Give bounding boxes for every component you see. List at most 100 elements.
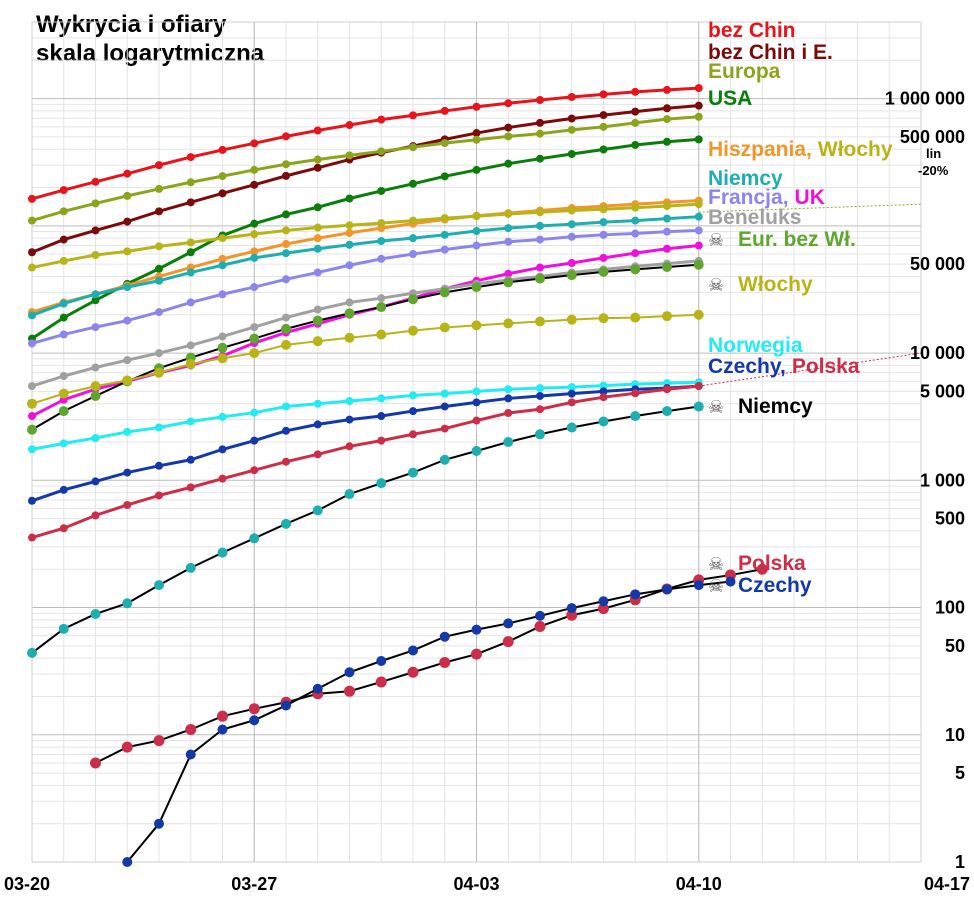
data-point [313, 305, 322, 314]
data-point [377, 254, 386, 263]
data-point [249, 715, 260, 726]
data-point [28, 533, 36, 542]
data-point [250, 247, 259, 256]
data-point [313, 420, 322, 429]
data-point [408, 467, 418, 478]
data-point [408, 645, 418, 656]
series-line [31, 215, 699, 317]
data-point [694, 200, 703, 209]
series-line [31, 199, 699, 314]
data-point [567, 398, 576, 407]
data-point [599, 218, 608, 227]
data-point [282, 457, 290, 466]
label-usa: USA [708, 87, 752, 110]
data-point [281, 518, 291, 529]
series-labels: bez Chin bez Chin i E. Europa USA Hiszpa… [708, 19, 893, 597]
data-point [91, 511, 100, 520]
data-point [693, 259, 704, 270]
data-point [313, 268, 322, 277]
data-point [282, 210, 290, 219]
data-point [59, 313, 68, 322]
data-point [694, 226, 703, 235]
data-point [186, 341, 195, 350]
data-point [123, 217, 132, 226]
data-point [186, 455, 195, 464]
label-czechy-polska: Czechy, Polska [708, 355, 860, 378]
y-tick-label: 1 000 [920, 470, 965, 490]
series-line [31, 104, 699, 254]
data-point [250, 165, 259, 174]
data-point [313, 234, 322, 243]
data-point [440, 172, 449, 181]
data-point [439, 656, 451, 668]
series-line [31, 137, 699, 340]
data-point [250, 253, 259, 262]
data-point [248, 703, 260, 715]
data-point [663, 214, 671, 223]
data-point [121, 741, 133, 753]
data-point [439, 631, 450, 642]
data-point [409, 430, 417, 439]
y-tick-label: 1 [955, 852, 965, 872]
data-point [345, 194, 354, 203]
series-12 [28, 378, 703, 454]
data-point [376, 478, 387, 489]
label-francja: Francja, [708, 186, 789, 209]
data-point [218, 261, 227, 270]
data-point [218, 412, 227, 421]
data-point [377, 115, 386, 124]
label-polska: Polska [792, 355, 860, 378]
data-point [440, 214, 449, 223]
data-point [566, 422, 577, 433]
data-point [503, 277, 514, 288]
data-point [123, 191, 132, 200]
data-point [472, 387, 481, 396]
data-point [536, 221, 544, 230]
data-point [599, 381, 608, 390]
data-point [409, 391, 417, 400]
data-point [122, 857, 133, 867]
data-point [599, 145, 608, 154]
data-point [91, 363, 100, 372]
data-point [345, 415, 354, 424]
label-bez-chin: bez Chin [708, 19, 796, 42]
data-point [662, 261, 672, 272]
data-point [662, 406, 672, 417]
series-17 [122, 576, 736, 867]
data-point [536, 235, 544, 244]
data-point [345, 121, 354, 130]
data-point [282, 249, 290, 258]
data-point [186, 248, 195, 257]
x-tick-label: 03-20 [4, 874, 50, 894]
label-europa: Europa [708, 60, 781, 83]
data-point [472, 165, 481, 174]
data-point [504, 123, 513, 132]
data-point [471, 282, 482, 293]
series-5 [28, 200, 703, 272]
data-point [250, 139, 259, 148]
data-point [567, 220, 576, 229]
data-point [598, 266, 609, 277]
data-point [345, 228, 354, 237]
data-point [345, 240, 354, 249]
series-7 [28, 226, 703, 348]
data-point [90, 381, 101, 392]
data-point [409, 216, 417, 225]
data-point [599, 253, 608, 262]
data-point [694, 112, 703, 121]
data-point [91, 177, 100, 186]
data-point [59, 186, 68, 195]
data-point [344, 667, 355, 678]
data-point [504, 159, 513, 168]
data-point [250, 436, 259, 445]
data-point [567, 259, 576, 268]
data-point [409, 143, 417, 152]
data-point [407, 666, 419, 678]
data-point [694, 135, 703, 144]
data-point [440, 230, 449, 239]
data-point [154, 367, 164, 378]
series-line [31, 115, 699, 223]
data-point [631, 87, 640, 96]
data-point [630, 264, 641, 275]
